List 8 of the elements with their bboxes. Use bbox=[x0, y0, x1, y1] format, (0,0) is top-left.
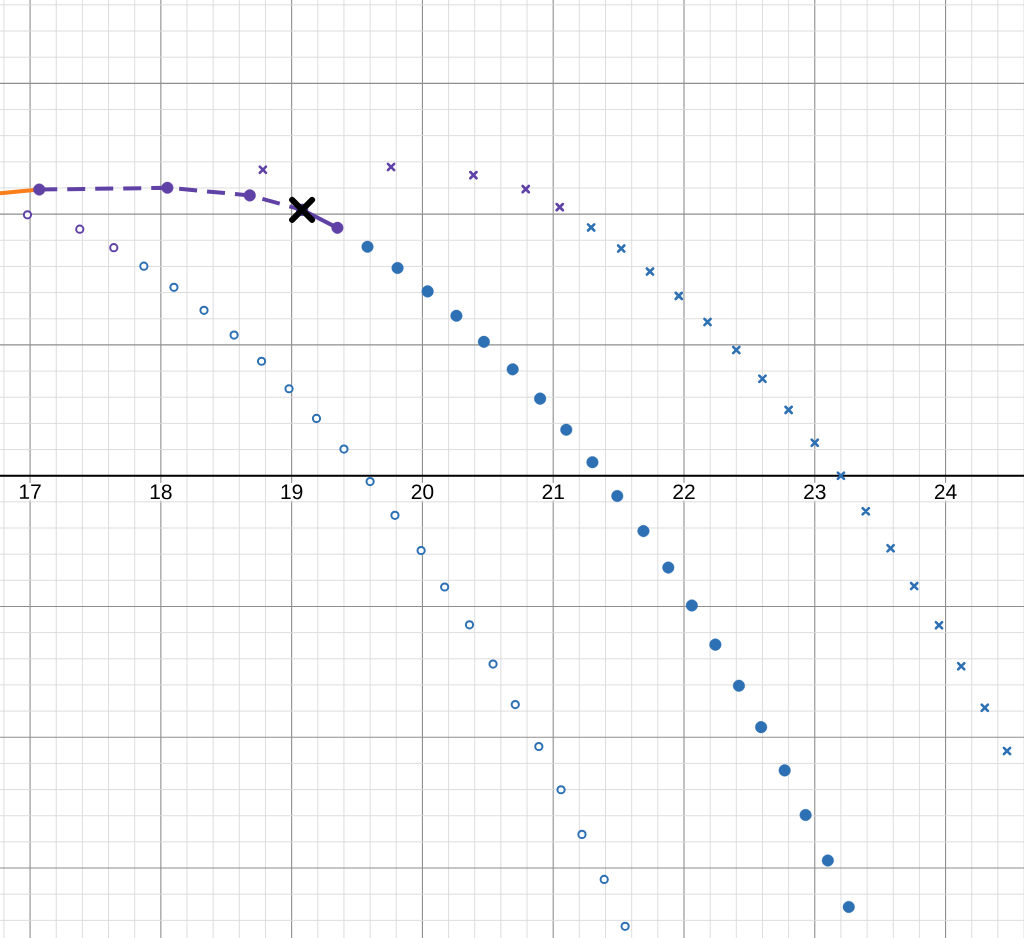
x-tick-label: 24 bbox=[934, 484, 957, 500]
x-tick-label: 18 bbox=[150, 484, 172, 500]
x-tick-label: 21 bbox=[542, 484, 564, 500]
x-tick-label: 20 bbox=[411, 484, 434, 500]
x-tick-label: 22 bbox=[673, 484, 695, 500]
x-tick-label: 23 bbox=[804, 484, 826, 500]
x-tick-label: 17 bbox=[19, 484, 41, 499]
x-tick-label: 19 bbox=[281, 484, 303, 500]
